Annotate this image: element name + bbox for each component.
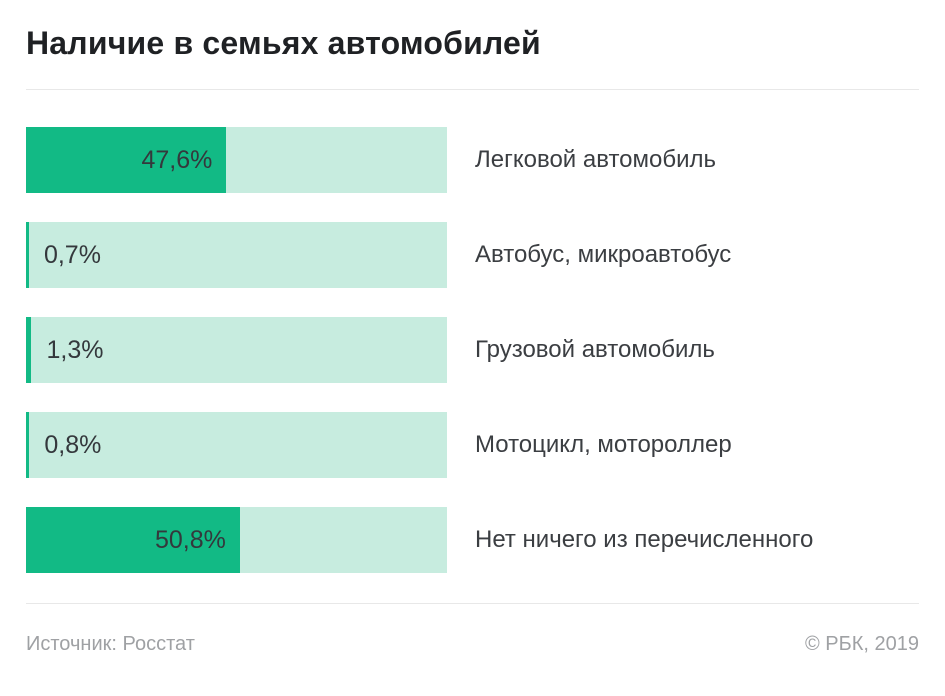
- source-label: Источник: Росстат: [26, 633, 195, 656]
- bar-category-label: Мотоцикл, мотороллер: [475, 431, 732, 459]
- copyright-label: © РБК, 2019: [804, 633, 919, 656]
- bar-row: 50,8% Нет ничего из перечисленного: [26, 507, 919, 574]
- bar-category-label: Грузовой автомобиль: [475, 336, 715, 364]
- bar-fill: [26, 317, 32, 384]
- bar-row: 1,3% Грузовой автомобиль: [26, 317, 919, 384]
- bar-row: 0,8% Мотоцикл, мотороллер: [26, 412, 919, 479]
- bar-row: 0,7% Автобус, микроавтобус: [26, 222, 919, 289]
- bar-value-label: 47,6%: [141, 145, 213, 174]
- bar-track: 0,7%: [26, 222, 447, 289]
- bar-value-label: 0,7%: [43, 240, 101, 269]
- footer: Источник: Росстат © РБК, 2019: [26, 633, 919, 656]
- bar-rows: 47,6% Легковой автомобиль 0,7% Автобус, …: [26, 127, 919, 574]
- bar-track: 1,3%: [26, 317, 447, 384]
- bar-value-label: 1,3%: [46, 335, 104, 364]
- bar-fill: [26, 127, 227, 194]
- bar-fill: [26, 222, 29, 289]
- bar-category-label: Автобус, микроавтобус: [475, 241, 732, 269]
- bar-category-label: Нет ничего из перечисленного: [475, 526, 814, 554]
- bar-fill: [26, 412, 30, 479]
- bar-row: 47,6% Легковой автомобиль: [26, 127, 919, 194]
- footer-divider: [26, 603, 919, 605]
- bar-category-label: Легковой автомобиль: [475, 146, 717, 174]
- bar-track: 47,6%: [26, 127, 447, 194]
- bar-track: 50,8%: [26, 507, 447, 574]
- bar-fill: [26, 507, 240, 574]
- bar-value-label: 0,8%: [44, 430, 102, 459]
- title-divider: [26, 89, 919, 91]
- bar-track: 0,8%: [26, 412, 447, 479]
- chart-title: Наличие в семьях автомобилей: [26, 25, 541, 61]
- bar-value-label: 50,8%: [154, 525, 226, 554]
